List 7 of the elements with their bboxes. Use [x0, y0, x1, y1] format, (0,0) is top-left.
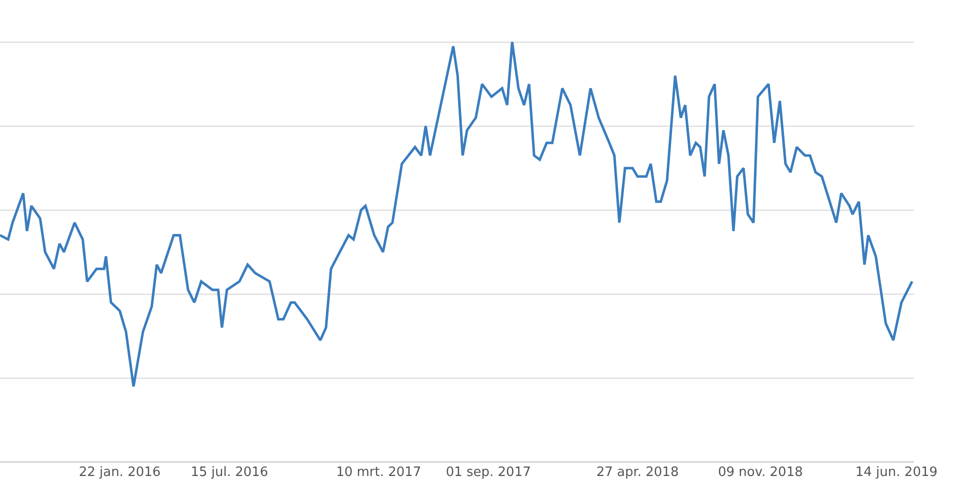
x-tick-label: 01 sep. 2017 — [446, 465, 531, 480]
x-tick-label: 14 jun. 2019 — [855, 465, 938, 480]
x-tick-label: 10 mrt. 2017 — [336, 465, 422, 480]
x-tick-label: 15 jul. 2016 — [190, 465, 268, 480]
x-tick-label: 09 nov. 2018 — [718, 465, 803, 480]
x-tick-label: 27 apr. 2018 — [596, 465, 679, 480]
x-tick-label: 22 jan. 2016 — [78, 465, 161, 480]
